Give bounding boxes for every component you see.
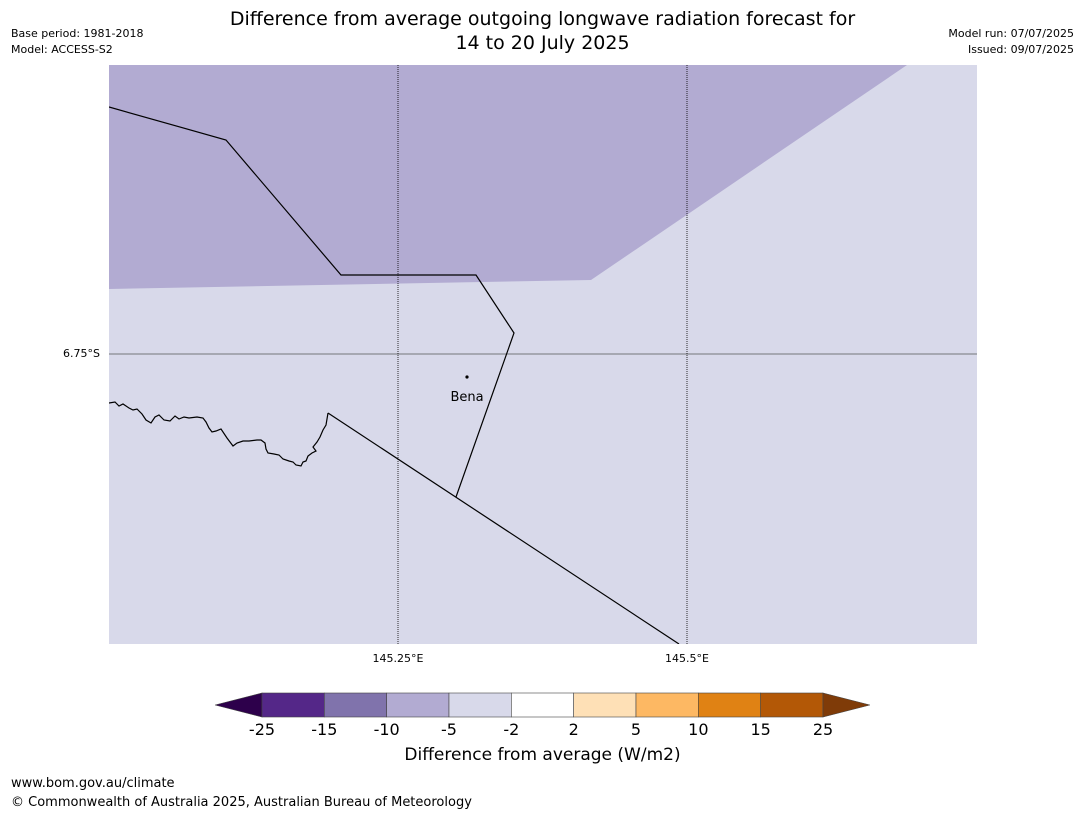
colorbar-segment — [448, 692, 512, 718]
title-line-2: 14 to 20 July 2025 — [455, 32, 630, 54]
upper-anomaly-region — [109, 65, 907, 289]
colorbar-tick-label: 25 — [812, 720, 834, 739]
base-period-text: Base period: 1981-2018 — [11, 27, 144, 40]
colorbar-segment — [324, 692, 387, 718]
colorbar-tick-label: -2 — [503, 720, 520, 739]
header-left-meta: Base period: 1981-2018 Model: ACCESS-S2 — [11, 26, 143, 58]
colorbar-segment — [635, 692, 699, 718]
lat-label: 6.75°S — [63, 347, 100, 360]
header-right-meta: Model run: 07/07/2025 Issued: 09/07/2025 — [948, 26, 1074, 58]
issued-text: Issued: 09/07/2025 — [967, 43, 1074, 56]
map-title: Difference from average outgoing longwav… — [0, 7, 1085, 55]
map-panel: Bena — [109, 65, 977, 644]
colorbar-tick-label: 15 — [750, 720, 771, 739]
colorbar-tick-label: -5 — [441, 720, 457, 739]
river-line — [109, 401, 329, 467]
colorbar-tick-label: 5 — [630, 720, 642, 739]
footer-copyright: © Commonwealth of Australia 2025, Austra… — [11, 795, 472, 810]
colorbar-tick-label: 10 — [688, 720, 709, 739]
model-text: Model: ACCESS-S2 — [11, 43, 113, 56]
colorbar — [214, 692, 871, 720]
colorbar-max-extension — [822, 692, 871, 718]
title-line-1: Difference from average outgoing longwav… — [229, 8, 856, 30]
colorbar-tick-label: -10 — [373, 720, 400, 739]
lon-label-2: 145.5°E — [665, 652, 709, 665]
colorbar-tick-label: -15 — [311, 720, 338, 739]
colorbar-ticks: -25 -15 -10 -5 -2 2 5 10 15 25 — [0, 720, 1085, 740]
colorbar-segments — [261, 692, 824, 718]
colorbar-segment — [698, 692, 761, 718]
footer-url: www.bom.gov.au/climate — [11, 776, 175, 791]
colorbar-segment — [386, 692, 450, 718]
province-boundary-south — [327, 412, 680, 644]
map-svg: Bena — [109, 65, 977, 644]
colorbar-segment — [573, 692, 637, 718]
colorbar-tick-label: 2 — [568, 720, 579, 739]
colorbar-segment — [760, 692, 824, 718]
colorbar-segment — [511, 692, 574, 718]
colorbar-svg — [214, 692, 871, 718]
colorbar-tick-label: -25 — [248, 720, 276, 739]
lon-label-1: 145.25°E — [372, 652, 424, 665]
bena-marker — [465, 375, 469, 379]
colorbar-min-extension — [214, 692, 263, 718]
colorbar-label: Difference from average (W/m2) — [404, 745, 681, 765]
province-boundary-north — [109, 106, 515, 498]
bena-label: Bena — [450, 390, 483, 405]
model-run-text: Model run: 07/07/2025 — [948, 27, 1074, 40]
colorbar-segment — [261, 692, 325, 718]
